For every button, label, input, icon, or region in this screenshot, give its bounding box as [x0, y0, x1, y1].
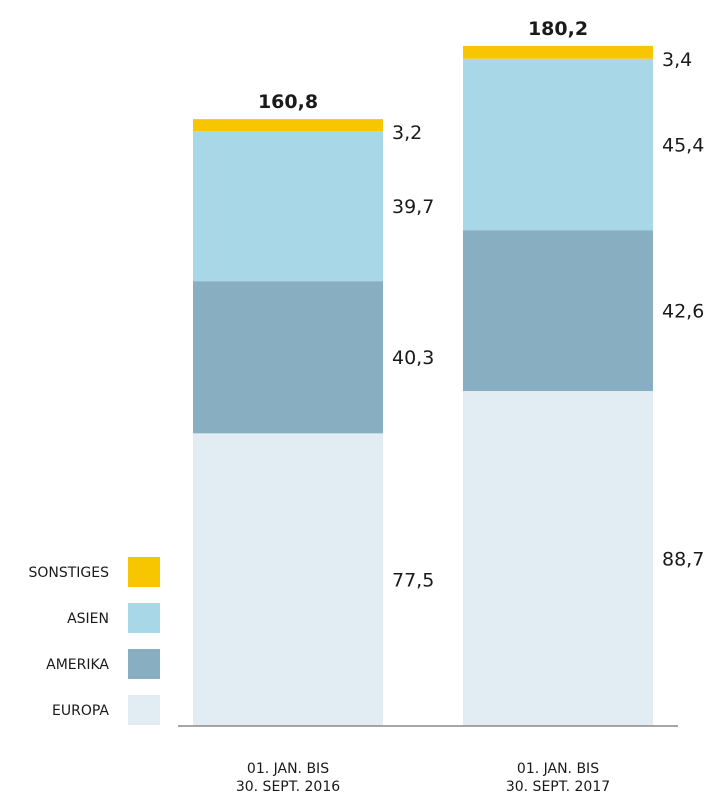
value-label-europa-1: 77,5: [392, 570, 434, 592]
value-label-sonstiges-2: 3,4: [662, 49, 692, 71]
category-label-1: 01. JAN. BIS 30. SEPT. 2016: [236, 761, 340, 795]
value-label-europa-2: 88,7: [662, 549, 704, 571]
bar-segment-amerika-2: [463, 230, 653, 392]
bar-segment-europa-2: [463, 391, 653, 726]
legend-item-europa: EUROPA: [52, 695, 160, 725]
total-label-1: 160,8: [258, 91, 318, 113]
value-label-asien-2: 45,4: [662, 134, 704, 156]
legend-label-europa: EUROPA: [52, 703, 109, 719]
legend-swatch-europa: [128, 695, 160, 725]
value-label-amerika-1: 40,3: [392, 347, 434, 369]
legend-label-asien: ASIEN: [67, 611, 109, 627]
legend: SONSTIGES ASIEN AMERIKA EUROPA: [28, 557, 160, 725]
total-label-2: 180,2: [528, 18, 588, 40]
legend-swatch-amerika: [128, 649, 160, 679]
bar-segment-sonstiges-2: [463, 45, 653, 59]
bar-segment-asien-1: [193, 131, 383, 282]
legend-item-asien: ASIEN: [67, 603, 160, 633]
value-label-sonstiges-1: 3,2: [392, 122, 422, 144]
legend-item-sonstiges: SONSTIGES: [28, 557, 160, 587]
category-label-2: 01. JAN. BIS 30. SEPT. 2017: [506, 761, 610, 795]
bars-layer: [193, 45, 653, 726]
bar-segment-europa-1: [193, 433, 383, 726]
bar-segment-sonstiges-1: [193, 119, 383, 132]
category-labels-layer: 01. JAN. BIS 30. SEPT. 2016 01. JAN. BIS 30…: [236, 761, 610, 795]
value-label-amerika-2: 42,6: [662, 301, 704, 323]
value-label-asien-1: 39,7: [392, 196, 434, 218]
legend-label-amerika: AMERIKA: [46, 657, 109, 673]
bar-segment-amerika-1: [193, 281, 383, 434]
value-labels-layer: 77,5 40,3 39,7 3,2 160,8 88,7 42,6 45,4 3,4 180,2: [258, 18, 704, 592]
bar-segment-asien-2: [463, 58, 653, 231]
legend-item-amerika: AMERIKA: [46, 649, 160, 679]
legend-swatch-sonstiges: [128, 557, 160, 587]
legend-swatch-asien: [128, 603, 160, 633]
legend-label-sonstiges: SONSTIGES: [28, 565, 109, 581]
